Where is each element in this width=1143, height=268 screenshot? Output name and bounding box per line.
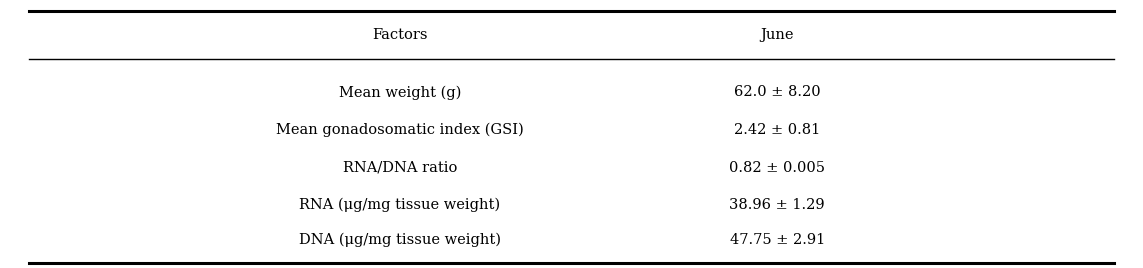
Text: Factors: Factors	[373, 28, 427, 42]
Text: 62.0 ± 8.20: 62.0 ± 8.20	[734, 85, 821, 99]
Text: June: June	[760, 28, 794, 42]
Text: 47.75 ± 2.91: 47.75 ± 2.91	[729, 233, 825, 247]
Text: RNA (μg/mg tissue weight): RNA (μg/mg tissue weight)	[299, 198, 501, 212]
Text: DNA (μg/mg tissue weight): DNA (μg/mg tissue weight)	[299, 233, 501, 247]
Text: Mean weight (g): Mean weight (g)	[338, 85, 462, 100]
Text: 0.82 ± 0.005: 0.82 ± 0.005	[729, 161, 825, 174]
Text: 2.42 ± 0.81: 2.42 ± 0.81	[734, 123, 821, 137]
Text: RNA/DNA ratio: RNA/DNA ratio	[343, 161, 457, 174]
Text: Mean gonadosomatic index (GSI): Mean gonadosomatic index (GSI)	[277, 123, 523, 137]
Text: 38.96 ± 1.29: 38.96 ± 1.29	[729, 198, 825, 212]
